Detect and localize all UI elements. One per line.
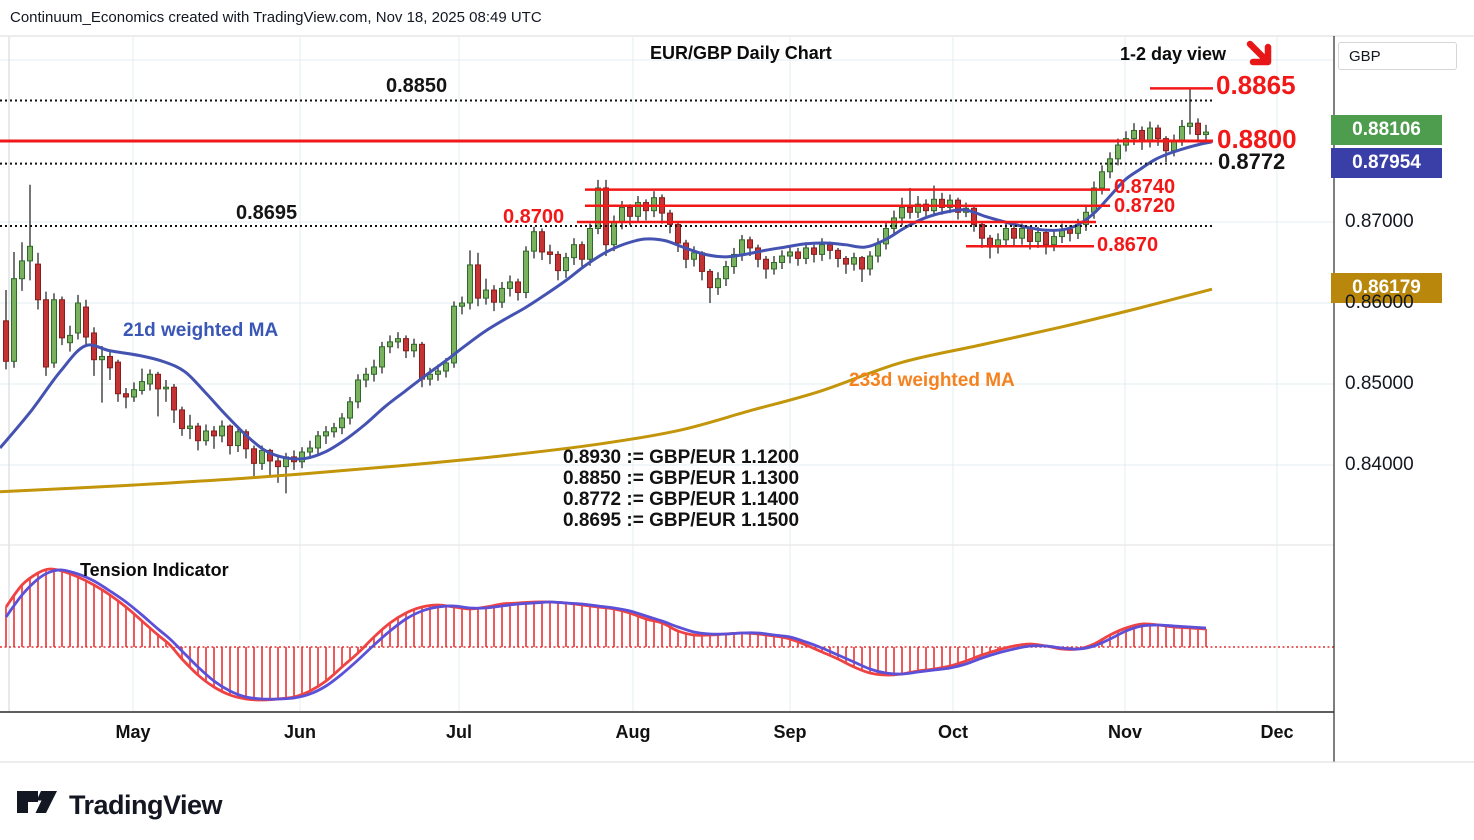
price-tick-0.86000: 0.86000 xyxy=(1345,292,1414,313)
tension-indicator-label: Tension Indicator xyxy=(80,560,229,580)
level-label-0.8720[interactable]: 0.8720 xyxy=(1114,195,1176,217)
x-axis-month-oct: Oct xyxy=(937,722,969,742)
last-price-badge: 0.88106 xyxy=(1331,115,1442,145)
ma233-line[interactable] xyxy=(0,287,1213,494)
gridlines xyxy=(0,37,1334,711)
conversion-line: 0.8772 := GBP/EUR 1.1400 xyxy=(563,489,800,510)
ma21-label[interactable]: 21d weighted MA xyxy=(123,320,279,341)
brand-wordmark: TradingView xyxy=(69,790,223,820)
level-label-0.8772[interactable]: 0.8772 xyxy=(1218,149,1286,174)
conversion-line: 0.8930 := GBP/EUR 1.1200 xyxy=(563,447,800,468)
x-axis-month-dec: Dec xyxy=(1260,722,1294,742)
x-axis-month-aug: Aug xyxy=(615,722,651,742)
price-tick-0.85000: 0.85000 xyxy=(1345,373,1414,394)
symbol-label: GBP xyxy=(1349,47,1381,65)
candlestick-series xyxy=(3,88,1209,494)
x-axis-month-jul: Jul xyxy=(445,722,473,742)
x-axis-month-jun: Jun xyxy=(283,722,317,742)
level-label-0.8700[interactable]: 0.8700 xyxy=(503,206,565,228)
level-lines xyxy=(0,87,1213,248)
ma21-line[interactable] xyxy=(0,140,1213,461)
chart-title: EUR/GBP Daily Chart xyxy=(650,43,832,63)
conversion-line: 0.8850 := GBP/EUR 1.1300 xyxy=(563,468,800,489)
x-axis-month-may: May xyxy=(115,722,151,742)
level-label-0.8695[interactable]: 0.8695 xyxy=(236,202,298,224)
panel-borders xyxy=(0,35,1474,763)
level-label-0.8800[interactable]: 0.8800 xyxy=(1217,124,1297,154)
down-right-arrow-icon[interactable] xyxy=(1244,38,1278,72)
view-note[interactable]: 1-2 day view xyxy=(1120,44,1227,64)
level-label-0.8850[interactable]: 0.8850 xyxy=(386,75,448,97)
tension-indicator-panel xyxy=(0,567,1334,702)
ma233-price-badge: 0.86179 xyxy=(1331,273,1442,303)
tradingview-footer[interactable]: TradingView xyxy=(14,781,223,830)
credit-line: Continuum_Economics created with Trading… xyxy=(10,9,542,26)
ma233-label[interactable]: 233d weighted MA xyxy=(849,370,1015,391)
gbpeur-conversion-table[interactable]: 0.8930 := GBP/EUR 1.1200 0.8850 := GBP/EU… xyxy=(563,447,799,531)
symbol-search-box[interactable]: GBP xyxy=(1338,42,1457,70)
tradingview-logo-icon xyxy=(14,781,60,830)
level-label-0.8670[interactable]: 0.8670 xyxy=(1097,234,1159,256)
ma21-price-badge: 0.87954 xyxy=(1331,148,1442,178)
level-label-0.8740[interactable]: 0.8740 xyxy=(1114,176,1176,198)
x-axis-month-sep: Sep xyxy=(773,722,807,742)
price-tick-0.87000: 0.87000 xyxy=(1345,211,1414,232)
x-axis-month-nov: Nov xyxy=(1107,722,1143,742)
conversion-line: 0.8695 := GBP/EUR 1.1500 xyxy=(563,510,800,531)
price-tick-0.84000: 0.84000 xyxy=(1345,454,1414,475)
level-label-0.8865[interactable]: 0.8865 xyxy=(1216,70,1296,100)
